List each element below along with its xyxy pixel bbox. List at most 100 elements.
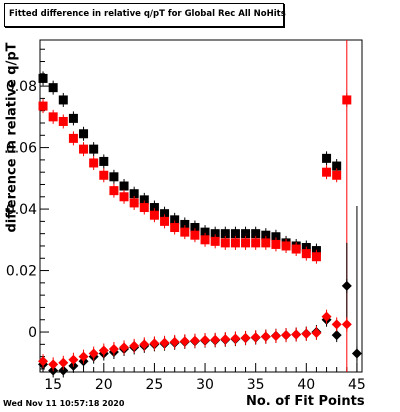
data-point-square	[79, 144, 89, 154]
data-point-square	[38, 73, 48, 83]
data-point-diamond	[68, 354, 79, 365]
title-box: Fitted difference in relative q/pT for G…	[4, 3, 286, 27]
data-point-diamond	[220, 334, 231, 345]
x-tick-label: 30	[196, 377, 214, 393]
data-point-square	[200, 235, 210, 245]
data-point-square	[342, 95, 352, 105]
y-tick-label: 0.06	[6, 141, 37, 157]
x-tick-label: 35	[247, 377, 265, 393]
data-point-diamond	[301, 328, 312, 339]
data-point-diamond	[48, 359, 59, 370]
data-point-square	[58, 116, 68, 126]
data-point-square	[261, 230, 271, 240]
data-point-square	[109, 172, 119, 182]
data-point-diamond	[159, 337, 170, 348]
data-point-diamond	[240, 332, 251, 343]
data-point-diamond	[341, 280, 352, 291]
data-point-square	[48, 83, 58, 93]
data-point-square	[129, 189, 139, 199]
data-point-diamond	[38, 356, 49, 367]
data-point-square	[89, 158, 99, 168]
y-tick-label: 0.02	[6, 264, 37, 280]
data-point-square	[139, 195, 149, 205]
x-tick-label: 20	[95, 377, 113, 393]
x-tick-label: 25	[146, 377, 164, 393]
data-point-diamond	[270, 331, 281, 342]
y-tick-label: 0.04	[6, 202, 37, 218]
timestamp: Wed Nov 11 10:57:18 2020	[3, 399, 125, 408]
data-point-diamond	[139, 339, 150, 350]
data-point-square	[129, 198, 139, 208]
data-point-diamond	[149, 338, 160, 349]
data-point-diamond	[230, 333, 241, 344]
data-point-square	[139, 203, 149, 213]
data-point-square	[79, 129, 89, 139]
data-point-diamond	[260, 331, 271, 342]
y-axis-title: difference in relative q/pT	[4, 42, 20, 233]
data-point-square	[190, 223, 200, 233]
data-point-square	[251, 238, 261, 248]
data-point-diamond	[88, 348, 99, 359]
data-point-diamond	[291, 329, 302, 340]
data-point-square	[99, 170, 109, 180]
data-point-diamond	[98, 345, 109, 356]
data-point-diamond	[108, 343, 119, 354]
data-point-square	[180, 227, 190, 237]
data-point-square	[109, 186, 119, 196]
data-point-square	[230, 229, 240, 239]
data-point-square	[180, 219, 190, 229]
data-point-square	[271, 232, 281, 242]
data-point-square	[190, 230, 200, 240]
data-point-diamond	[129, 340, 140, 351]
chart-title: Fitted difference in relative q/pT for G…	[9, 9, 286, 19]
data-point-square	[241, 238, 251, 248]
data-point-diamond	[321, 311, 332, 322]
data-point-diamond	[331, 319, 342, 330]
data-point-square	[200, 227, 210, 237]
x-axis-title: No. of Fit Points	[246, 394, 365, 409]
data-point-square	[220, 229, 230, 239]
x-tick-label: 40	[297, 377, 315, 393]
data-point-diamond	[250, 332, 261, 343]
data-point-diamond	[119, 342, 130, 353]
data-point-square	[119, 192, 129, 202]
data-point-square	[48, 112, 58, 122]
data-point-diamond	[311, 327, 322, 338]
data-point-diamond	[210, 334, 221, 345]
data-point-diamond	[341, 319, 352, 330]
data-point-square	[160, 216, 170, 226]
data-point-square	[332, 170, 342, 180]
data-point-square	[322, 167, 332, 177]
data-point-square	[38, 101, 48, 111]
data-point-diamond	[351, 348, 362, 359]
data-point-square	[251, 229, 261, 239]
data-point-diamond	[169, 336, 180, 347]
data-point-square	[271, 239, 281, 249]
data-point-square	[220, 238, 230, 248]
data-point-square	[332, 161, 342, 171]
data-point-square	[89, 144, 99, 154]
data-point-square	[170, 223, 180, 233]
data-point-diamond	[58, 357, 69, 368]
data-point-square	[261, 238, 271, 248]
data-point-diamond	[189, 335, 200, 346]
plot-frame	[39, 39, 363, 373]
data-point-square	[149, 210, 159, 220]
y-tick-label: 0.08	[6, 79, 37, 95]
data-point-diamond	[58, 365, 69, 376]
data-point-square	[68, 113, 78, 123]
data-point-square	[311, 252, 321, 262]
data-point-diamond	[331, 330, 342, 341]
data-point-square	[58, 95, 68, 105]
data-point-square	[68, 133, 78, 143]
data-point-square	[119, 181, 129, 191]
data-point-square	[210, 229, 220, 239]
data-point-square	[281, 241, 291, 251]
data-point-square	[322, 153, 332, 163]
data-point-diamond	[78, 351, 89, 362]
data-point-square	[291, 244, 301, 254]
data-point-diamond	[200, 335, 211, 346]
data-point-square	[170, 215, 180, 225]
